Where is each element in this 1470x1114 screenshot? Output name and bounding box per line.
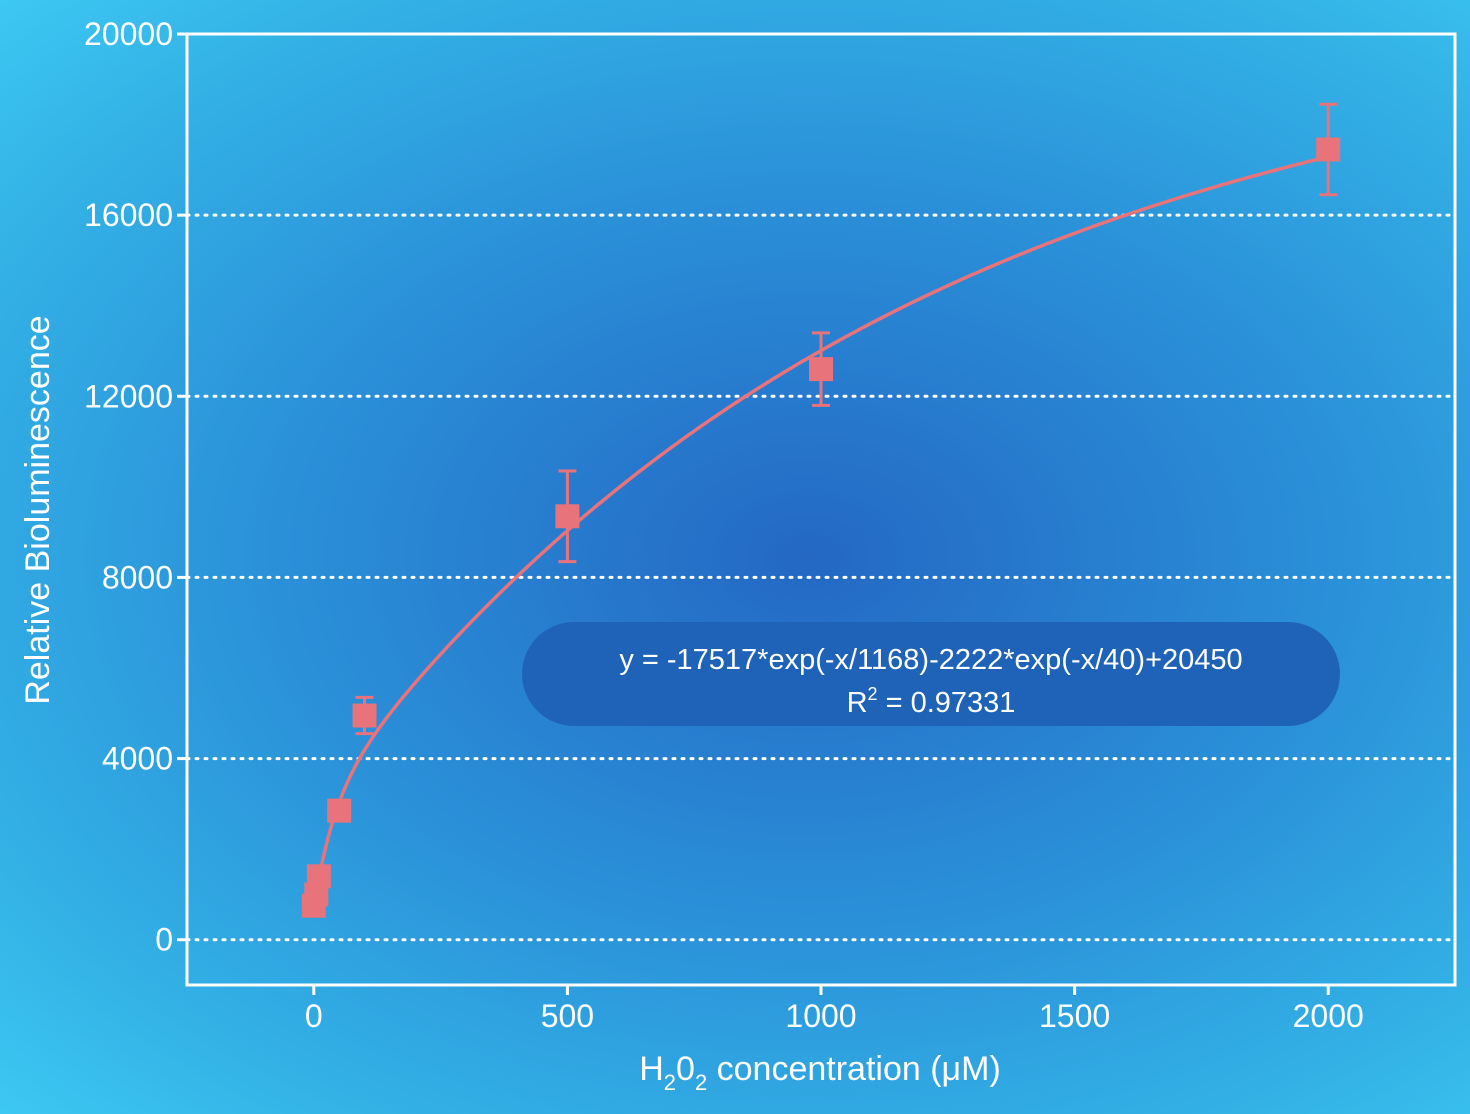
grid-lines [185, 32, 1457, 942]
equation-background [522, 622, 1340, 726]
y-axis-title: Relative Bioluminescence [19, 315, 57, 704]
data-marker [306, 864, 331, 889]
x-tick-label: 1000 [785, 998, 856, 1034]
y-tick-label: 4000 [102, 741, 173, 777]
y-tick-label: 16000 [84, 197, 173, 233]
y-tick-label: 8000 [102, 559, 173, 595]
y-tick-label: 0 [155, 922, 173, 958]
fit-curve [312, 155, 1328, 905]
data-point [327, 798, 352, 823]
x-tick-label: 500 [541, 998, 594, 1034]
data-marker [352, 703, 377, 728]
x-tick-label: 1500 [1039, 998, 1110, 1034]
y-axis-ticks: 0 4000 8000 12000 16000 20000 [84, 16, 187, 958]
y-tick-label: 12000 [84, 378, 173, 414]
x-axis-title: H202 concentration (μM) [639, 1050, 1001, 1095]
data-marker [327, 798, 352, 823]
x-axis-ticks: 0 500 1000 1500 2000 [305, 985, 1364, 1034]
fit-equation: y = -17517*exp(-x/1168)-2222*exp(-x/40)+… [619, 644, 1242, 676]
data-point [1316, 102, 1341, 197]
data-marker [555, 504, 580, 529]
data-marker [809, 357, 833, 382]
y-tick-label: 20000 [84, 16, 173, 52]
plot-frame [185, 32, 1457, 987]
data-point [555, 469, 580, 564]
data-point [306, 864, 331, 889]
x-tick-label: 0 [305, 998, 323, 1034]
data-point [809, 331, 833, 407]
data-points [301, 102, 1341, 918]
data-point [352, 695, 377, 736]
x-tick-label: 2000 [1293, 998, 1364, 1034]
fit-r-squared: R2 = 0.97331 [847, 684, 1016, 719]
data-marker [1316, 137, 1341, 162]
equation-box: y = -17517*exp(-x/1168)-2222*exp(-x/40)+… [522, 622, 1340, 726]
